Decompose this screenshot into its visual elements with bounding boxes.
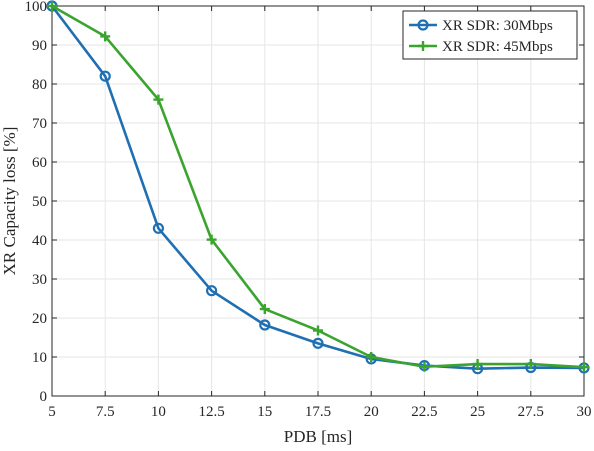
y-tick-label: 90 xyxy=(32,38,47,54)
x-tick-label: 15 xyxy=(257,404,272,420)
data-point xyxy=(259,304,270,315)
x-tick-label: 25 xyxy=(470,404,485,420)
data-point xyxy=(47,1,57,11)
y-tick-label: 100 xyxy=(25,0,48,15)
x-tick-label: 27.5 xyxy=(518,404,544,420)
data-point xyxy=(152,222,164,234)
x-tick-label: 10 xyxy=(151,404,166,420)
data-point xyxy=(259,319,271,331)
data-point xyxy=(100,31,111,42)
x-tick-label: 17.5 xyxy=(305,404,331,420)
x-tick-label: 22.5 xyxy=(411,404,437,420)
data-point xyxy=(366,352,377,362)
data-point xyxy=(579,362,589,373)
data-point xyxy=(99,70,111,82)
legend-label: XR SDR: 30Mbps xyxy=(442,18,553,34)
data-point xyxy=(418,41,428,51)
x-tick-label: 12.5 xyxy=(198,404,224,420)
data-point xyxy=(313,325,323,336)
legend: XR SDR: 30Mbps XR SDR: 45Mbps xyxy=(402,10,578,60)
y-tick-label: 60 xyxy=(32,155,47,171)
x-axis-title: PDB [ms] xyxy=(284,427,352,446)
data-point xyxy=(417,19,429,31)
data-point xyxy=(312,337,324,349)
x-tick-label: 20 xyxy=(364,404,379,420)
axes: 5 7.5 10 12.5 15 17.5 20 22.5 25 27.5 30 0 10 20 30 40 5… xyxy=(25,0,592,420)
y-tick-label: 20 xyxy=(32,311,47,327)
y-tick-label: 50 xyxy=(32,194,47,210)
series xyxy=(46,0,590,375)
legend-entry: XR SDR: 30Mbps xyxy=(409,18,553,34)
legend-box xyxy=(402,10,578,60)
data-point xyxy=(206,234,217,245)
y-axis-title: XR Capacity loss [%] xyxy=(0,127,19,276)
data-point xyxy=(525,359,536,370)
x-tick-label: 30 xyxy=(577,404,592,420)
series-2 xyxy=(47,1,589,373)
series-line xyxy=(50,5,585,371)
y-tick-label: 10 xyxy=(32,350,47,366)
y-tick-label: 80 xyxy=(32,77,47,93)
legend-label: XR SDR: 45Mbps xyxy=(442,39,553,55)
y-tick-label: 40 xyxy=(32,233,47,249)
legend-entry: XR SDR: 45Mbps xyxy=(409,39,553,55)
data-point xyxy=(206,285,218,297)
data-point xyxy=(153,94,164,105)
data-point xyxy=(419,361,430,372)
y-tick-label: 70 xyxy=(32,116,47,132)
y-tick-label: 30 xyxy=(32,272,47,288)
data-point xyxy=(472,359,483,370)
x-tick-label: 5 xyxy=(48,404,56,420)
x-tick-label: 7.5 xyxy=(96,404,115,420)
y-tick-label: 0 xyxy=(40,389,48,405)
